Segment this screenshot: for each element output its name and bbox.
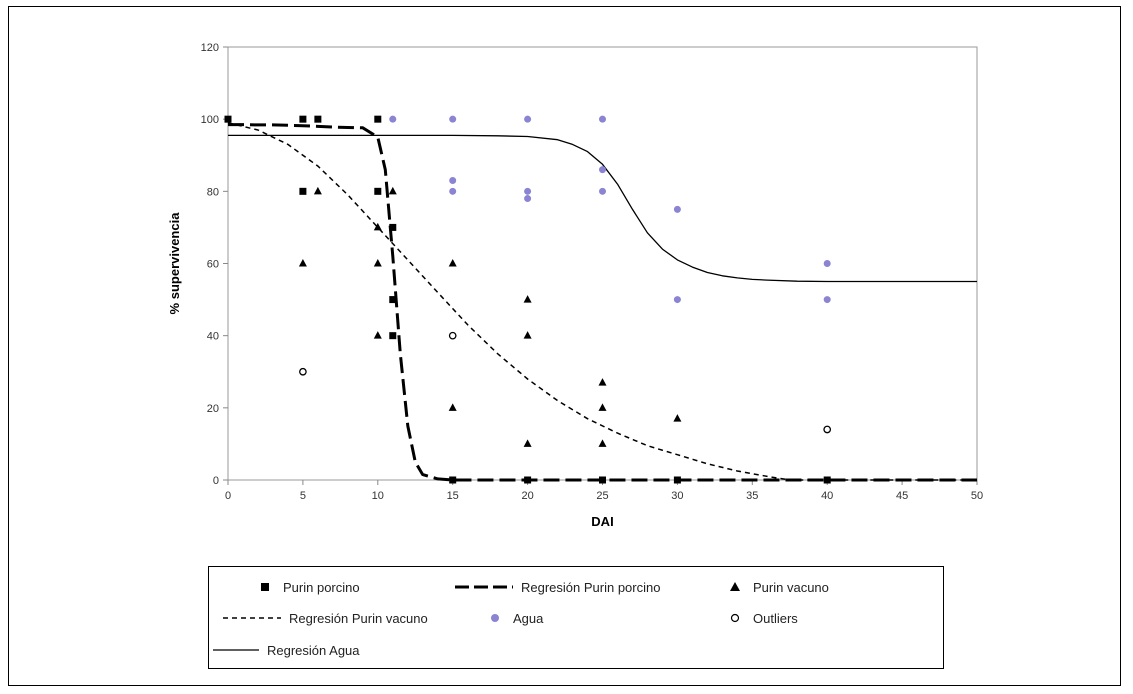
data-point-purin-vacuno: [523, 295, 532, 303]
y-tick-label: 100: [201, 114, 219, 126]
data-point-purin-vacuno: [373, 259, 382, 267]
x-axis-title: DAI: [591, 514, 613, 529]
x-tick-label: 50: [971, 490, 983, 502]
square-marker-icon: [261, 583, 269, 591]
legend-item-regresion-purin-porcino: Regresión Purin porcino: [455, 577, 660, 597]
x-tick-label: 45: [896, 490, 908, 502]
x-tick-label: 35: [746, 490, 758, 502]
data-point-purin-porcino: [524, 476, 532, 484]
data-point-purin-vacuno: [598, 439, 607, 447]
data-point-purin-porcino: [314, 115, 322, 123]
data-point-agua: [599, 115, 606, 123]
data-point-agua: [524, 115, 532, 123]
series-line-regresi-n-agua: [228, 134, 977, 283]
data-point-purin-porcino: [823, 476, 831, 484]
data-point-agua: [449, 187, 457, 195]
data-point-agua: [524, 195, 532, 203]
data-point-purin-porcino: [374, 115, 382, 123]
legend-item-purin-porcino: Purin porcino: [255, 577, 360, 597]
data-point-purin-porcino: [299, 115, 307, 123]
data-point-purin-vacuno: [598, 378, 607, 386]
data-point-purin-porcino: [673, 476, 681, 484]
data-point-purin-vacuno: [598, 403, 607, 411]
legend-label: Outliers: [753, 610, 798, 626]
legend-item-outliers: Outliers: [725, 608, 798, 628]
data-point-purin-vacuno: [373, 331, 382, 339]
series-line-regresi-n-purin-vacuno: [227, 122, 977, 481]
open-circle-marker-icon: [730, 613, 740, 623]
data-point-purin-vacuno: [313, 186, 322, 195]
x-axis-ticks: 0 5 10 15 20 25 30 35 40 45 50: [225, 480, 983, 502]
legend-label: Agua: [513, 610, 544, 626]
series-layer: [224, 115, 977, 484]
y-tick-label: 0: [213, 475, 219, 487]
y-tick-label: 60: [207, 259, 219, 271]
long-dash-line-icon: [455, 585, 513, 589]
chart-legend: Purin porcino Regresión Purin porcino Pu…: [208, 566, 944, 669]
data-point-purin-porcino: [389, 296, 397, 304]
x-tick-label: 20: [521, 490, 533, 502]
triangle-marker-icon: [730, 582, 740, 591]
data-point-purin-vacuno: [388, 186, 397, 195]
data-point-purin-vacuno: [523, 439, 532, 447]
legend-label: Purin porcino: [283, 579, 360, 595]
x-tick-label: 10: [372, 490, 384, 502]
data-point-outliers: [448, 331, 457, 340]
data-point-purin-porcino: [374, 187, 382, 195]
data-point-agua: [599, 187, 606, 195]
x-tick-label: 30: [671, 490, 683, 502]
data-point-purin-vacuno: [298, 259, 307, 267]
legend-label: Regresión Purin vacuno: [289, 610, 428, 626]
legend-item-purin-vacuno: Purin vacuno: [725, 577, 829, 597]
solid-line-icon: [213, 649, 259, 651]
x-tick-label: 25: [596, 490, 608, 502]
short-dash-line-icon: [223, 617, 281, 619]
x-tick-label: 40: [821, 490, 833, 502]
data-point-purin-vacuno: [448, 259, 457, 267]
series-line-regresi-n-purin-porcino: [228, 123, 977, 482]
data-point-purin-porcino: [389, 332, 397, 340]
y-tick-label: 20: [207, 403, 219, 415]
x-tick-label: 0: [225, 490, 231, 502]
plot-border: [227, 46, 978, 481]
y-axis-title: % supervivencia: [167, 212, 182, 315]
y-axis-ticks: 0 20 40 60 80 100 120: [201, 42, 228, 487]
x-tick-label: 5: [300, 490, 306, 502]
data-point-outliers: [823, 425, 832, 434]
data-point-purin-porcino: [389, 223, 397, 231]
legend-label: Regresión Agua: [267, 642, 360, 658]
data-point-agua: [823, 296, 831, 304]
data-point-purin-porcino: [299, 187, 307, 195]
data-point-purin-porcino: [449, 476, 457, 484]
data-point-agua: [673, 296, 681, 304]
data-point-agua: [449, 115, 457, 123]
legend-item-regresion-agua: Regresión Agua: [213, 640, 360, 660]
data-point-purin-vacuno: [523, 331, 532, 339]
y-tick-label: 80: [207, 186, 219, 198]
y-tick-label: 40: [207, 331, 219, 343]
x-tick-label: 15: [447, 490, 459, 502]
legend-item-regresion-purin-vacuno: Regresión Purin vacuno: [223, 608, 428, 628]
data-point-purin-vacuno: [448, 403, 457, 411]
legend-item-agua: Agua: [485, 608, 543, 628]
data-point-agua: [389, 115, 397, 123]
data-point-agua: [673, 205, 681, 213]
data-point-agua: [823, 260, 831, 267]
data-point-agua: [599, 166, 606, 174]
data-point-purin-porcino: [599, 476, 606, 484]
figure-frame: 0 5 10 15 20 25 30 35 40 45 50 0 20 40 60 80 100 120 DAI…: [8, 6, 1121, 686]
legend-label: Purin vacuno: [753, 579, 829, 595]
data-point-purin-vacuno: [373, 222, 382, 231]
filled-circle-marker-icon: [491, 614, 499, 622]
data-point-purin-vacuno: [673, 414, 682, 422]
data-point-purin-porcino: [224, 115, 232, 123]
legend-label: Regresión Purin porcino: [521, 579, 661, 595]
plot-area: [227, 46, 978, 481]
data-point-agua: [449, 177, 457, 185]
y-tick-label: 120: [201, 42, 219, 54]
data-point-agua: [524, 187, 532, 195]
data-point-outliers: [299, 367, 307, 376]
chart-plot: 0 5 10 15 20 25 30 35 40 45 50 0 20 40 60 80 100 120 DAI…: [167, 42, 983, 529]
